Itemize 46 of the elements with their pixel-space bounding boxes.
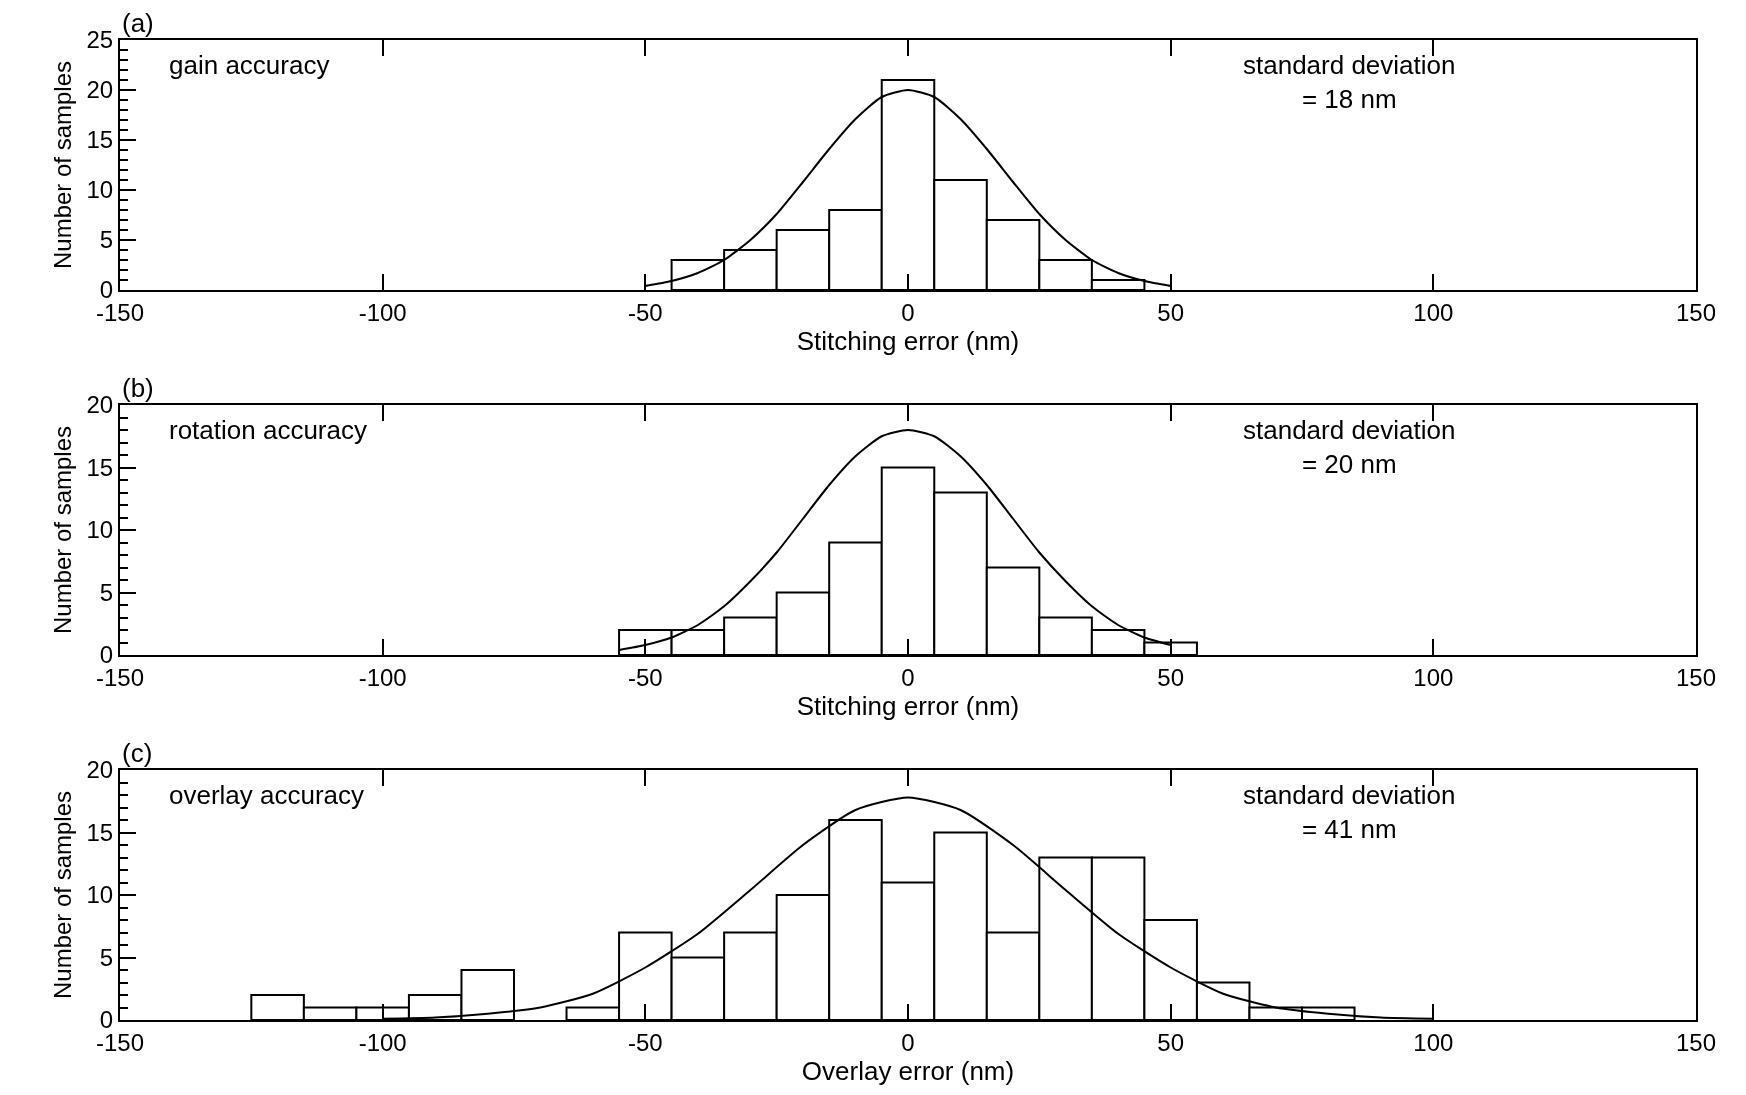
y-tick-label: 5 <box>99 226 114 254</box>
x-tick-label: -100 <box>358 298 407 326</box>
text: (c) <box>122 738 153 768</box>
x-tick-label: -100 <box>358 663 407 691</box>
x-tick-label: 0 <box>901 1028 915 1056</box>
x-tick-label: 150 <box>1675 298 1717 326</box>
x-tick-label: 50 <box>1157 1028 1185 1056</box>
y-tick-label: 25 <box>86 26 114 54</box>
y-tick-label: 15 <box>86 818 114 846</box>
y-tick-label: 10 <box>86 176 114 204</box>
y-tick-label: 10 <box>86 881 114 909</box>
y-tick-label: 20 <box>86 76 114 104</box>
text: (a) <box>122 8 154 38</box>
annotation: overlay accuracy <box>169 780 365 810</box>
x-axis-title: Overlay error (nm) <box>801 1055 1015 1086</box>
y-tick-label: 20 <box>86 391 114 419</box>
y-tick-label: 10 <box>86 516 114 544</box>
annotation: standard deviation = 20 nm <box>1243 415 1456 479</box>
y-axis-title: Number of samples <box>49 60 77 270</box>
annotation: standard deviation = 41 nm <box>1243 780 1456 844</box>
x-tick-label: 150 <box>1675 663 1717 691</box>
x-tick-label: 50 <box>1157 298 1185 326</box>
y-tick-label: 15 <box>86 453 114 481</box>
y-tick-label: 15 <box>86 126 114 154</box>
y-axis-title: Number of samples <box>49 425 77 635</box>
x-tick-label: 150 <box>1675 1028 1717 1056</box>
x-tick-label: 0 <box>901 298 915 326</box>
annotation: rotation accuracy <box>169 415 367 445</box>
x-axis-title: Stitching error (nm) <box>796 690 1020 721</box>
annotation: standard deviation = 18 nm <box>1243 50 1456 114</box>
y-tick-label: 5 <box>99 943 114 971</box>
x-tick-label: -50 <box>627 1028 663 1056</box>
x-tick-label: 100 <box>1413 298 1454 326</box>
x-tick-label: -100 <box>358 1028 407 1056</box>
x-axis-title: Stitching error (nm) <box>796 325 1020 356</box>
text: (b) <box>122 373 154 403</box>
y-axis-title: Number of samples <box>49 790 77 1000</box>
x-tick-label: 0 <box>901 663 915 691</box>
y-tick-label: 20 <box>86 756 114 784</box>
x-tick-label: 50 <box>1157 663 1185 691</box>
annotation: gain accuracy <box>169 50 330 80</box>
x-tick-label: 100 <box>1413 1028 1454 1056</box>
x-tick-label: -50 <box>627 298 663 326</box>
y-tick-label: 5 <box>99 578 114 606</box>
x-tick-label: 100 <box>1413 663 1454 691</box>
x-tick-label: -50 <box>627 663 663 691</box>
